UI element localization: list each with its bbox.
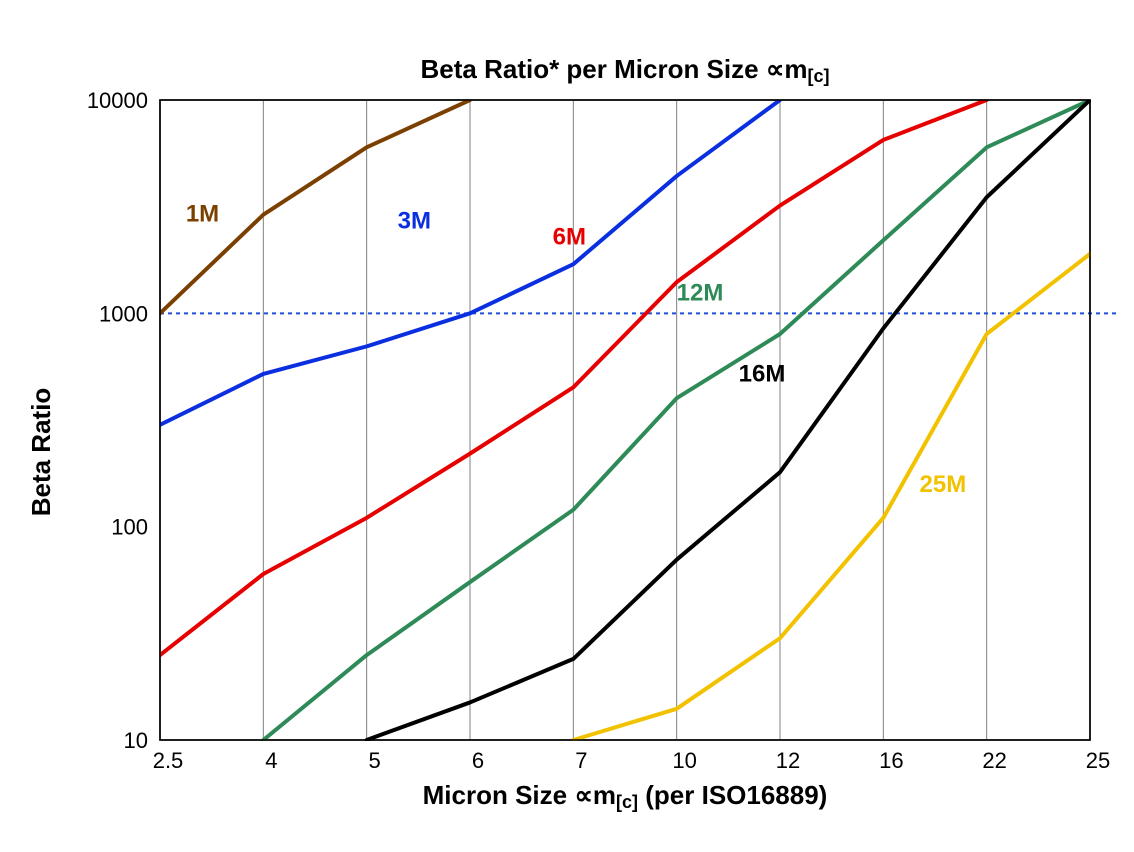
x-tick-label: 4 xyxy=(265,748,277,773)
chart-title: Beta Ratio* per Micron Size ∝m[c] xyxy=(421,54,830,86)
plot-border-top xyxy=(160,100,1090,740)
chart-container: Beta Ratio* per Micron Size ∝m[c] 10 100 10… xyxy=(0,0,1134,852)
y-tick-label: 10 xyxy=(124,728,148,753)
y-axis-label: Beta Ratio xyxy=(26,388,56,517)
series-label: 12M xyxy=(677,279,724,306)
series-label: 6M xyxy=(553,224,586,251)
x-tick-label: 10 xyxy=(672,748,696,773)
y-tick-label: 10000 xyxy=(87,88,148,113)
x-tick-label: 25 xyxy=(1086,748,1110,773)
x-tick-label: 5 xyxy=(369,748,381,773)
series-line xyxy=(573,254,1090,740)
y-tick-label: 100 xyxy=(111,515,148,540)
series-line xyxy=(367,100,1090,740)
plot-border xyxy=(160,100,1090,740)
y-tick-label: 1000 xyxy=(99,301,148,326)
series-label: 3M xyxy=(398,207,431,234)
x-tick-label: 2.5 xyxy=(153,748,184,773)
x-tick-label: 16 xyxy=(879,748,903,773)
x-tick-label: 22 xyxy=(982,748,1006,773)
series-group xyxy=(160,100,1090,740)
x-tick-label: 12 xyxy=(776,748,800,773)
series-label: 16M xyxy=(739,360,786,387)
x-tick-label: 7 xyxy=(575,748,587,773)
series-label: 25M xyxy=(920,471,967,498)
series-label: 1M xyxy=(186,200,219,227)
x-axis-label: Micron Size ∝m[c] (per ISO16889) xyxy=(423,780,828,812)
x-tick-label: 6 xyxy=(472,748,484,773)
